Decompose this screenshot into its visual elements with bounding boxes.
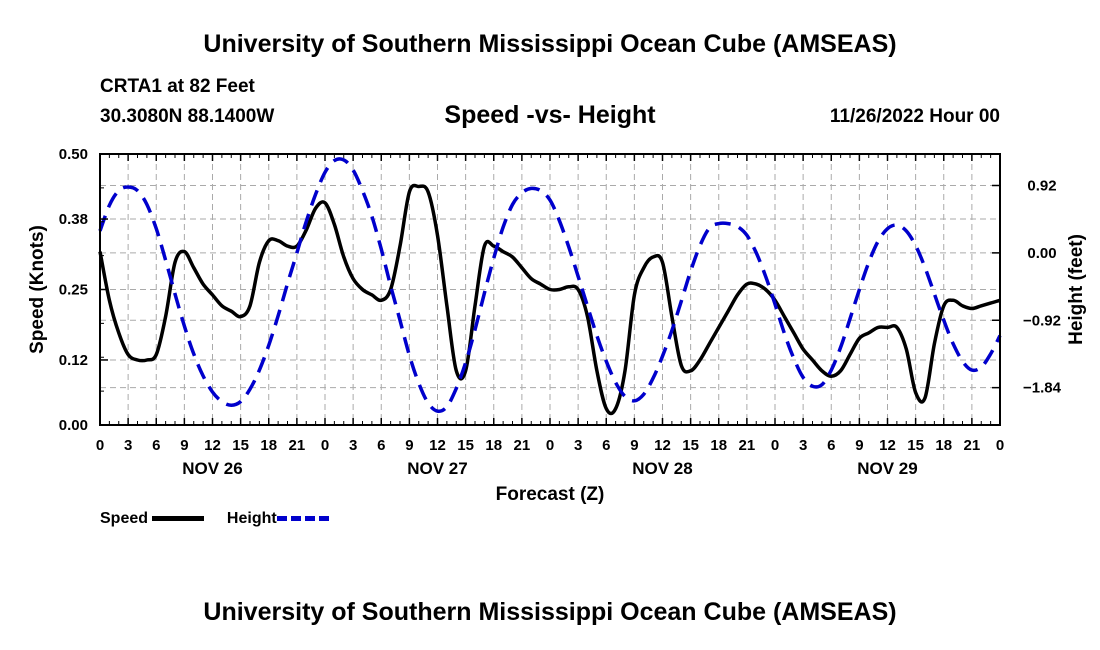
x-tick-label: 3: [799, 437, 807, 454]
day-label: NOV 29: [857, 459, 917, 478]
day-label: NOV 27: [407, 459, 467, 478]
x-tick-label: 18: [485, 437, 502, 454]
series-layer: [98, 157, 1002, 416]
x-axis-label: Forecast (Z): [496, 484, 605, 505]
x-tick-label: 15: [682, 437, 699, 454]
legend-height-label: Height: [226, 510, 277, 527]
x-tick-label: 15: [457, 437, 474, 454]
x-tick-label: 18: [935, 437, 952, 454]
axes: 0 3 6 9 12 15 18 21 0 3 6 9 12 15 18 21 0 3 6 9 12 15 18 21 0 3 6 9…: [59, 146, 1062, 478]
x-tick-label: 9: [855, 437, 863, 454]
legend-speed-swatch: [152, 516, 205, 522]
x-tick-label: 12: [879, 437, 896, 454]
y2-tick-label: 0.92: [1027, 177, 1056, 194]
forecast-date: 11/26/2022 Hour 00: [829, 106, 1000, 127]
x-tick-label: 6: [377, 437, 385, 454]
x-tick-label: 12: [204, 437, 221, 454]
x-tick-label: 9: [405, 437, 413, 454]
x-tick-label: 0: [321, 437, 329, 454]
legend-speed-label: Speed: [100, 510, 149, 527]
x-tick-label: 21: [964, 437, 981, 454]
main-title: University of Southern Mississippi Ocean…: [203, 30, 897, 58]
y-tick-label: 0.50: [59, 146, 88, 163]
x-tick-label: 0: [996, 437, 1004, 454]
x-tick-label: 18: [260, 437, 277, 454]
x-tick-label: 18: [710, 437, 727, 454]
grid: [100, 154, 1000, 425]
x-tick-label: 3: [349, 437, 357, 454]
y2-tick-label: 0.00: [1027, 245, 1056, 262]
x-tick-label: 15: [232, 437, 249, 454]
x-tick-label: 12: [429, 437, 446, 454]
day-label: NOV 26: [182, 459, 242, 478]
station-coordinates: 30.3080N 88.1400W: [100, 106, 275, 127]
x-tick-label: 6: [602, 437, 610, 454]
series-line-height: [98, 157, 1002, 413]
x-tick-label: 9: [630, 437, 638, 454]
x-tick-label: 6: [827, 437, 835, 454]
y2-axis-label: Height (feet): [1066, 234, 1087, 345]
legend-height-swatch: [276, 516, 329, 522]
footer-title: University of Southern Mississippi Ocean…: [203, 598, 897, 626]
chart-title: Speed -vs- Height: [444, 101, 656, 129]
x-tick-label: 21: [289, 437, 306, 454]
x-tick-label: 21: [514, 437, 531, 454]
x-tick-label: 3: [124, 437, 132, 454]
series-line-speed: [98, 183, 1001, 416]
y-axis-label: Speed (Knots): [27, 225, 48, 354]
station-label: CRTA1 at 82 Feet: [100, 76, 255, 97]
y2-tick-label: −0.92: [1023, 312, 1061, 329]
x-tick-label: 6: [152, 437, 160, 454]
y2-tick-label: −1.84: [1023, 380, 1062, 397]
x-tick-label: 12: [654, 437, 671, 454]
day-label: NOV 28: [632, 459, 692, 478]
legend: Speed Height: [100, 510, 329, 528]
x-tick-label: 3: [574, 437, 582, 454]
x-tick-label: 21: [739, 437, 756, 454]
x-tick-label: 15: [907, 437, 924, 454]
x-tick-label: 0: [546, 437, 554, 454]
y-tick-label: 0.25: [59, 282, 88, 299]
x-tick-label: 0: [771, 437, 779, 454]
x-tick-label: 9: [180, 437, 188, 454]
y-tick-label: 0.12: [59, 352, 88, 369]
y-tick-label: 0.38: [59, 211, 88, 228]
x-tick-label: 0: [96, 437, 104, 454]
y-tick-label: 0.00: [59, 417, 88, 434]
